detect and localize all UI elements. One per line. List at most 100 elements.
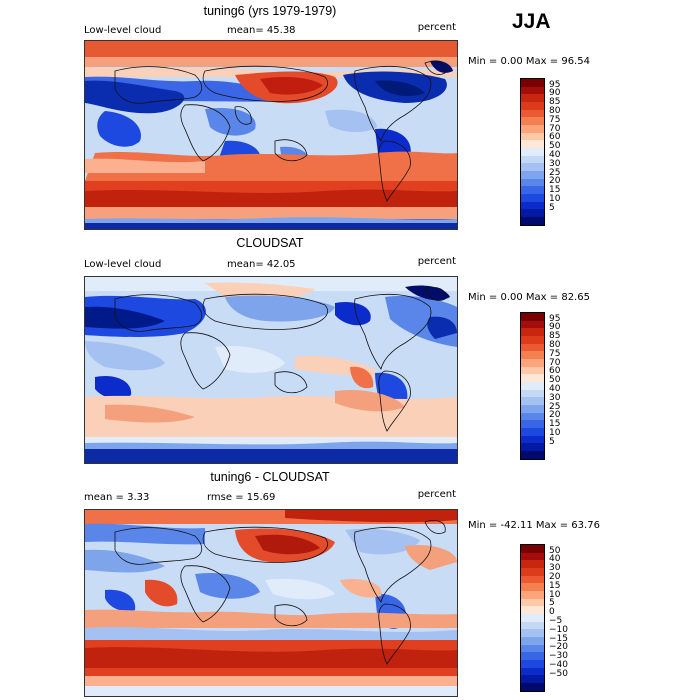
colorbar-tick-label: 15 — [549, 185, 561, 196]
panel-2-colorbar-labels: 95 90 85 80 75 70 60 50 40 30 25 20 15 10 5 — [549, 312, 579, 458]
colorbar-tick-label: 85 — [549, 97, 561, 108]
colorbar-tick-label: 20 — [549, 410, 561, 421]
panel-3-colorbar-labels: 50 40 30 20 15 10 5 0 −5 −10 −15 −20 −30 −40 −50 — [549, 544, 579, 690]
panel-2-units-label: percent — [417, 256, 456, 267]
colorbar-tick-label: −10 — [549, 624, 568, 635]
colorbar-swatch — [521, 606, 544, 615]
colorbar-tick-label: 5 — [549, 598, 555, 609]
colorbar-swatch — [521, 201, 544, 210]
colorbar-swatch — [521, 94, 544, 103]
colorbar-swatch — [521, 217, 544, 225]
panel-1-colorbar — [520, 78, 545, 226]
panel-3-mean-label: mean = 3.33 — [84, 492, 150, 503]
colorbar-tick-label: 40 — [549, 149, 561, 160]
colorbar-swatch — [521, 313, 544, 321]
colorbar-tick-label: 90 — [549, 88, 561, 99]
panel-2-map-field — [85, 277, 457, 463]
panel-2-title: CLOUDSAT — [236, 236, 304, 250]
panel-2-minmax: Min = 0.00 Max = 82.65 — [468, 292, 590, 303]
colorbar-swatch — [521, 163, 544, 172]
colorbar-tick-label: 15 — [549, 419, 561, 430]
colorbar-swatch — [521, 629, 544, 638]
colorbar-swatch — [521, 343, 544, 352]
colorbar-swatch — [521, 443, 544, 452]
colorbar-swatch — [521, 660, 544, 668]
colorbar-tick-label: −5 — [549, 615, 563, 626]
panel-3-units-label: percent — [417, 489, 456, 500]
colorbar-swatch — [521, 568, 544, 576]
colorbar-swatch — [521, 621, 544, 630]
colorbar-swatch — [521, 382, 544, 390]
colorbar-tick-label: 30 — [549, 563, 561, 574]
colorbar-swatch — [521, 598, 544, 607]
colorbar-swatch — [521, 351, 544, 360]
panel-3-map — [84, 509, 458, 697]
colorbar-tick-label: −15 — [549, 633, 568, 644]
colorbar-tick-label: 50 — [549, 375, 561, 386]
colorbar-tick-label: 10 — [549, 427, 561, 438]
colorbar-swatch — [521, 79, 544, 87]
panel-1-title: tuning6 (yrs 1979-1979) — [203, 4, 337, 18]
panel-1-colorbar-labels: 95 90 85 80 75 70 60 50 40 30 25 20 15 10 5 — [549, 78, 579, 224]
colorbar-swatch — [521, 209, 544, 218]
colorbar-tick-label: 95 — [549, 79, 561, 90]
colorbar-tick-label: 95 — [549, 313, 561, 324]
panel-1-minmax: Min = 0.00 Max = 96.54 — [468, 56, 590, 67]
colorbar-tick-label: 40 — [549, 554, 561, 565]
colorbar-tick-label: 25 — [549, 167, 561, 178]
colorbar-swatch — [521, 194, 544, 202]
colorbar-swatch — [521, 412, 544, 421]
colorbar-swatch — [521, 552, 544, 561]
panel-2-map — [84, 276, 458, 464]
colorbar-tick-label: 90 — [549, 322, 561, 333]
colorbar-tick-label: 5 — [549, 202, 555, 213]
colorbar-tick-label: 10 — [549, 193, 561, 204]
colorbar-tick-label: 60 — [549, 366, 561, 377]
colorbar-tick-label: 75 — [549, 114, 561, 125]
colorbar-swatch — [521, 575, 544, 584]
colorbar-tick-label: 50 — [549, 545, 561, 556]
colorbar-tick-label: 20 — [549, 176, 561, 187]
colorbar-swatch — [521, 109, 544, 118]
colorbar-swatch — [521, 125, 544, 133]
panel-3-rmse-label: rmse = 15.69 — [207, 492, 276, 503]
colorbar-swatch — [521, 667, 544, 676]
colorbar-swatch — [521, 148, 544, 156]
colorbar-tick-label: 5 — [549, 436, 555, 447]
colorbar-swatch — [521, 435, 544, 444]
colorbar-tick-label: 25 — [549, 401, 561, 412]
colorbar-swatch — [521, 389, 544, 398]
panel-3-colorbar — [520, 544, 545, 692]
colorbar-tick-label: −20 — [549, 642, 568, 653]
colorbar-swatch — [521, 155, 544, 164]
panel-2-mean-label: mean= 42.05 — [227, 259, 296, 270]
panel-1-left-label: Low-level cloud — [84, 25, 162, 36]
colorbar-swatch — [521, 336, 544, 344]
colorbar-swatch — [521, 591, 544, 599]
colorbar-swatch — [521, 102, 544, 110]
colorbar-tick-label: 70 — [549, 357, 561, 368]
colorbar-swatch — [521, 186, 544, 195]
colorbar-swatch — [521, 583, 544, 592]
colorbar-swatch — [521, 428, 544, 436]
colorbar-tick-label: 30 — [549, 392, 561, 403]
colorbar-swatch — [521, 683, 544, 691]
colorbar-swatch — [521, 320, 544, 329]
colorbar-tick-label: 70 — [549, 123, 561, 134]
panel-3-title: tuning6 - CLOUDSAT — [210, 470, 330, 484]
colorbar-tick-label: 80 — [549, 106, 561, 117]
colorbar-tick-label: −40 — [549, 659, 568, 670]
panel-1-mean-label: mean= 45.38 — [227, 25, 296, 36]
colorbar-tick-label: 40 — [549, 383, 561, 394]
panel-1-map-field — [85, 41, 457, 229]
colorbar-swatch — [521, 171, 544, 179]
panel-2-left-label: Low-level cloud — [84, 259, 162, 270]
colorbar-tick-label: 15 — [549, 580, 561, 591]
panel-1-units-label: percent — [417, 22, 456, 33]
colorbar-tick-label: 20 — [549, 572, 561, 583]
colorbar-swatch — [521, 86, 544, 95]
colorbar-swatch — [521, 328, 544, 337]
colorbar-tick-label: 75 — [549, 348, 561, 359]
colorbar-tick-label: 50 — [549, 141, 561, 152]
colorbar-swatch — [521, 652, 544, 661]
